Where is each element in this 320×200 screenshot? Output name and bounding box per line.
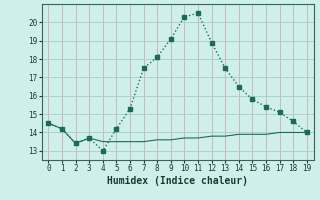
X-axis label: Humidex (Indice chaleur): Humidex (Indice chaleur) [107,176,248,186]
